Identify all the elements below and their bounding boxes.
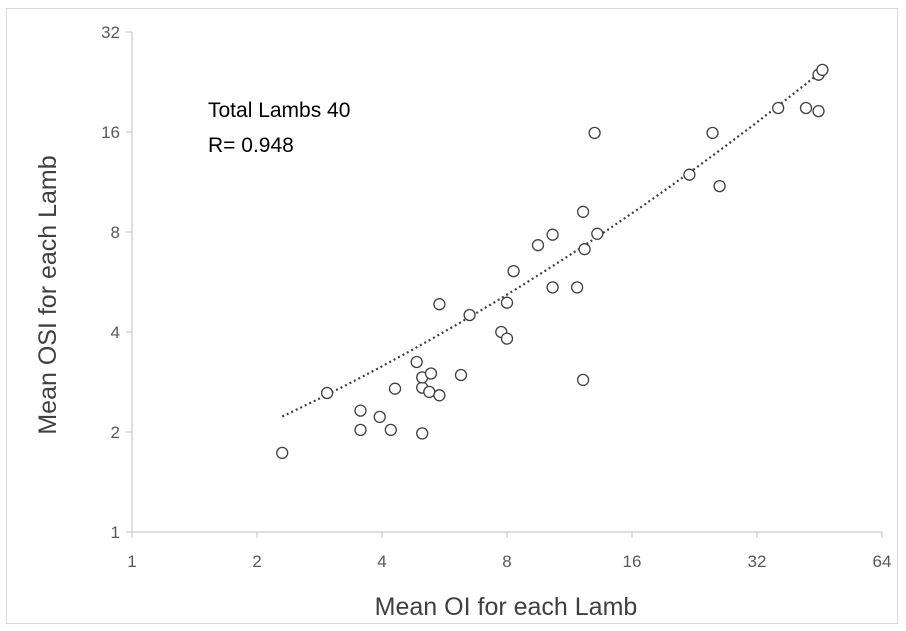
data-point [410,355,423,369]
data-points [276,63,829,460]
y-tick-label: 8 [111,223,120,242]
y-tick-label: 1 [111,523,120,542]
data-point [276,446,289,460]
data-point [433,298,446,311]
data-point [578,243,591,256]
data-point [591,227,604,240]
chart-frame [6,8,898,624]
data-point [463,308,476,322]
data-point [531,239,545,252]
x-tick-label: 32 [748,552,767,571]
data-point [683,168,696,181]
data-point [576,205,590,218]
data-point [500,332,514,345]
data-point [384,423,397,437]
data-point [588,126,601,140]
x-tick-label: 1 [127,552,136,571]
data-point [546,281,559,294]
y-tick-label: 32 [101,23,120,42]
x-tick-label: 16 [623,552,642,571]
annotation-total-lambs: Total Lambs 40 [208,99,350,122]
x-tick-label: 64 [873,552,892,571]
x-tick-label: 8 [502,552,511,571]
data-point [706,126,719,140]
data-point [576,373,590,387]
y-tick-label: 16 [101,123,120,142]
annotation-r-value: R= 0.948 [208,134,294,157]
y-tick-label: 2 [111,423,120,442]
data-point [424,367,438,380]
data-point [354,423,367,437]
data-point [816,63,829,77]
data-point [546,228,559,241]
data-point [812,104,825,118]
y-tick-label: 4 [111,323,120,342]
data-point [713,179,726,193]
data-point [416,427,429,440]
data-point [507,264,520,278]
data-point [423,385,436,399]
data-point [799,101,813,115]
x-axis-title: Mean OI for each Lamb [375,593,638,621]
data-point [373,410,386,424]
data-point [388,382,402,395]
x-tick-label: 2 [252,552,261,571]
data-point [433,389,446,402]
data-point [772,101,785,115]
data-point [320,386,334,400]
x-tick-label: 4 [377,552,386,571]
y-axis-title: Mean OSI for each Lamb [34,155,62,434]
trendline [281,66,827,418]
data-point [354,404,367,417]
x-axis-ticks: 1 2 4 8 16 32 64 [127,532,891,571]
data-point [454,368,468,382]
data-point [570,281,584,294]
data-point [500,296,514,309]
y-axis-ticks: 1 2 4 8 16 32 [101,23,132,542]
